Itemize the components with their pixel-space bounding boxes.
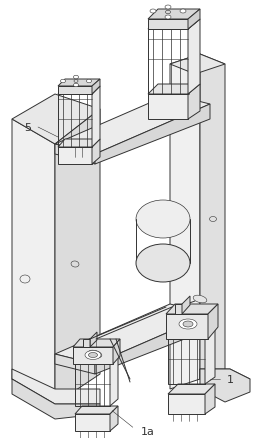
- Polygon shape: [12, 95, 100, 145]
- Ellipse shape: [86, 80, 91, 84]
- Text: 1: 1: [227, 374, 234, 384]
- Polygon shape: [110, 356, 118, 406]
- Polygon shape: [148, 85, 200, 95]
- Polygon shape: [175, 304, 182, 314]
- Polygon shape: [92, 87, 100, 148]
- Polygon shape: [166, 314, 208, 339]
- Ellipse shape: [73, 76, 78, 80]
- Polygon shape: [12, 369, 100, 404]
- Polygon shape: [148, 20, 200, 30]
- Polygon shape: [73, 347, 113, 364]
- Polygon shape: [166, 304, 218, 314]
- Polygon shape: [168, 394, 205, 414]
- Polygon shape: [73, 339, 120, 347]
- Polygon shape: [55, 304, 210, 364]
- Polygon shape: [200, 55, 225, 389]
- Polygon shape: [200, 369, 250, 389]
- Polygon shape: [188, 85, 200, 120]
- Polygon shape: [188, 10, 200, 30]
- Polygon shape: [58, 87, 92, 95]
- Ellipse shape: [88, 353, 98, 358]
- Ellipse shape: [179, 319, 197, 329]
- Polygon shape: [168, 329, 215, 339]
- Ellipse shape: [73, 84, 78, 88]
- Ellipse shape: [209, 217, 217, 222]
- Ellipse shape: [165, 11, 171, 15]
- Ellipse shape: [74, 80, 78, 83]
- Ellipse shape: [85, 351, 101, 360]
- Polygon shape: [92, 80, 100, 95]
- Polygon shape: [110, 406, 118, 431]
- Text: 1a: 1a: [141, 426, 155, 436]
- Ellipse shape: [183, 321, 193, 327]
- Polygon shape: [200, 369, 250, 402]
- Ellipse shape: [193, 296, 207, 303]
- Polygon shape: [75, 414, 110, 431]
- Ellipse shape: [136, 244, 190, 283]
- Polygon shape: [95, 314, 210, 374]
- Polygon shape: [55, 145, 95, 165]
- Polygon shape: [55, 354, 95, 374]
- Polygon shape: [83, 339, 90, 347]
- Ellipse shape: [180, 10, 186, 14]
- Polygon shape: [170, 55, 225, 75]
- Polygon shape: [168, 384, 215, 394]
- Ellipse shape: [165, 6, 171, 10]
- Ellipse shape: [60, 80, 65, 84]
- Polygon shape: [75, 406, 118, 414]
- Polygon shape: [113, 339, 120, 364]
- Polygon shape: [182, 297, 190, 314]
- Polygon shape: [208, 304, 218, 339]
- Polygon shape: [58, 140, 100, 148]
- Polygon shape: [12, 120, 55, 404]
- Polygon shape: [148, 20, 188, 30]
- Polygon shape: [58, 80, 100, 87]
- Polygon shape: [75, 356, 118, 364]
- Ellipse shape: [20, 276, 30, 283]
- Polygon shape: [58, 148, 92, 165]
- Ellipse shape: [88, 350, 102, 358]
- Polygon shape: [148, 10, 200, 20]
- Polygon shape: [205, 384, 215, 414]
- Text: 5: 5: [24, 123, 32, 133]
- Polygon shape: [55, 110, 100, 404]
- Polygon shape: [12, 379, 100, 419]
- Ellipse shape: [71, 261, 79, 268]
- Polygon shape: [58, 87, 100, 95]
- Polygon shape: [148, 95, 188, 120]
- Polygon shape: [188, 20, 200, 95]
- Polygon shape: [95, 105, 210, 165]
- Polygon shape: [92, 140, 100, 165]
- Polygon shape: [205, 329, 215, 384]
- Polygon shape: [90, 332, 97, 347]
- Polygon shape: [170, 55, 200, 389]
- Ellipse shape: [136, 201, 190, 238]
- Ellipse shape: [150, 10, 156, 14]
- Polygon shape: [55, 95, 210, 155]
- Ellipse shape: [165, 16, 171, 20]
